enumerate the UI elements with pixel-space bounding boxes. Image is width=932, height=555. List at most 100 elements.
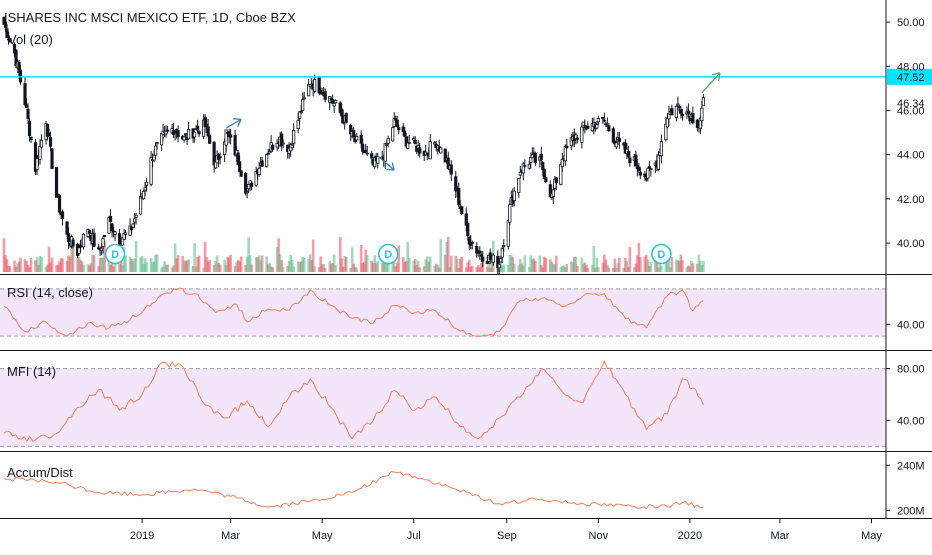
volume-bar xyxy=(197,255,201,272)
volume-bar xyxy=(208,259,211,272)
volume-bar xyxy=(2,238,6,272)
volume-bar xyxy=(573,256,576,272)
volume-bar xyxy=(317,267,321,272)
candle-up xyxy=(614,142,618,148)
volume-bar xyxy=(353,267,357,272)
volume-bar xyxy=(700,265,704,272)
candle-down xyxy=(601,116,605,120)
volume-bar xyxy=(236,259,240,272)
volume-bar xyxy=(639,257,642,272)
candle-down xyxy=(87,230,92,234)
volume-bar xyxy=(688,266,692,272)
candle-up xyxy=(257,167,261,176)
volume-bar xyxy=(592,245,596,272)
volume-bar xyxy=(457,267,461,272)
volume-bar xyxy=(550,261,554,272)
volume-bar xyxy=(445,241,449,272)
candle-down xyxy=(260,160,264,167)
volume-bar xyxy=(202,267,205,272)
candle-up xyxy=(376,156,380,164)
arrow-annotation[interactable] xyxy=(701,72,721,94)
volume-bar xyxy=(38,255,42,272)
volume-bar xyxy=(301,256,304,272)
volume-bar xyxy=(140,255,144,272)
arrow-annotation-head xyxy=(237,119,242,127)
candle-up xyxy=(149,157,153,185)
volume-bar xyxy=(364,249,368,272)
volume-bar xyxy=(529,255,533,272)
dividend-marker[interactable] xyxy=(104,243,126,265)
volume-bar xyxy=(247,237,250,272)
volume-bar xyxy=(268,263,271,272)
horizontal-level-badge xyxy=(887,68,932,85)
candle-down xyxy=(460,206,464,214)
candle-down xyxy=(57,195,62,213)
candle-down xyxy=(457,187,461,206)
volume-bar xyxy=(512,263,516,272)
rsi-band xyxy=(0,288,886,337)
volume-bar xyxy=(149,258,153,272)
candle-up xyxy=(155,141,159,144)
volume-bar xyxy=(470,265,474,272)
candle-down xyxy=(604,123,608,126)
dividend-marker[interactable] xyxy=(651,243,672,265)
volume-bar xyxy=(142,263,145,272)
candle-down xyxy=(454,176,458,192)
arrow-annotation[interactable] xyxy=(225,118,242,129)
candle-down xyxy=(244,172,248,194)
candle-up xyxy=(676,103,680,106)
price-axis-tick-label: 48.00 xyxy=(897,61,925,73)
time-axis-tick-label: Sep xyxy=(497,530,517,542)
candle-down xyxy=(102,234,107,237)
volume-bar xyxy=(691,263,695,272)
volume-bar xyxy=(373,255,377,272)
candle-down xyxy=(218,156,222,159)
volume-bar xyxy=(82,264,85,272)
volume-bar xyxy=(131,260,135,272)
volume-bar xyxy=(103,241,106,272)
volume-bar xyxy=(549,259,552,272)
candle-up xyxy=(659,141,663,157)
volume-bar xyxy=(206,261,210,272)
volume-bar xyxy=(634,263,638,272)
candle-down xyxy=(27,120,32,137)
volume-bar xyxy=(55,265,58,272)
candle-up xyxy=(656,154,660,170)
volume-bar xyxy=(646,259,650,272)
candle-down xyxy=(617,137,621,142)
volume-bar xyxy=(269,266,273,272)
candle-down xyxy=(196,125,200,131)
volume-bar xyxy=(643,256,647,272)
dividend-marker[interactable] xyxy=(377,243,399,265)
volume-bar xyxy=(166,264,169,272)
mfi-axis-tick-label: 40.00 xyxy=(897,415,925,427)
volume-bar xyxy=(591,264,594,272)
volume-bar xyxy=(296,261,300,272)
volume-bar xyxy=(181,255,184,272)
volume-bar xyxy=(260,255,264,272)
volume-bar xyxy=(44,266,48,272)
candle-up xyxy=(439,147,443,154)
volume-bar xyxy=(92,255,96,272)
volume-bar xyxy=(14,266,18,272)
volume-bar xyxy=(594,267,597,272)
volume-bar xyxy=(449,255,453,272)
volume-bar xyxy=(615,267,618,272)
candle-up xyxy=(365,152,369,155)
candle-up xyxy=(508,204,512,223)
volume-bar xyxy=(59,258,63,272)
candle-down xyxy=(184,133,188,136)
volume-bar xyxy=(196,256,199,272)
volume-bar xyxy=(277,238,280,272)
candle-up xyxy=(551,189,555,197)
volume-bar xyxy=(172,265,175,272)
volume-bar xyxy=(676,260,680,272)
candle-up xyxy=(512,190,516,201)
volume-bar xyxy=(392,254,396,272)
volume-bar xyxy=(371,262,375,272)
arrow-annotation[interactable] xyxy=(375,154,395,171)
candle-down xyxy=(677,106,681,108)
volume-bar xyxy=(79,259,82,272)
